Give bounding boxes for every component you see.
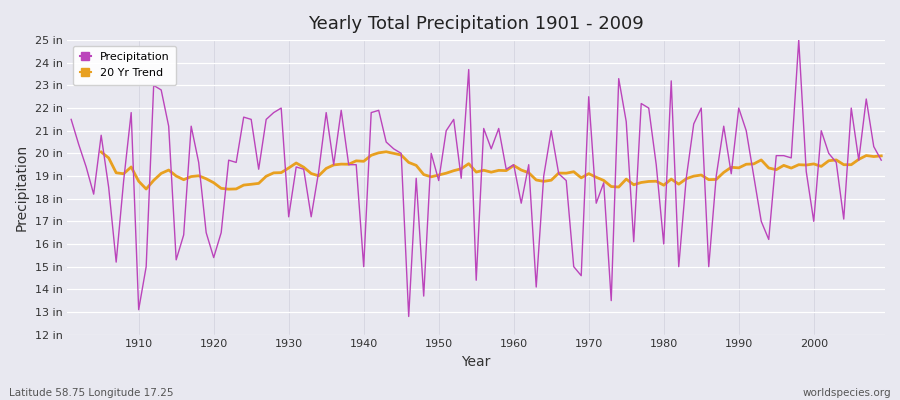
Y-axis label: Precipitation: Precipitation (15, 144, 29, 231)
Text: Latitude 58.75 Longitude 17.25: Latitude 58.75 Longitude 17.25 (9, 388, 174, 398)
Text: worldspecies.org: worldspecies.org (803, 388, 891, 398)
X-axis label: Year: Year (462, 355, 490, 369)
Legend: Precipitation, 20 Yr Trend: Precipitation, 20 Yr Trend (73, 46, 176, 85)
Title: Yearly Total Precipitation 1901 - 2009: Yearly Total Precipitation 1901 - 2009 (309, 15, 644, 33)
